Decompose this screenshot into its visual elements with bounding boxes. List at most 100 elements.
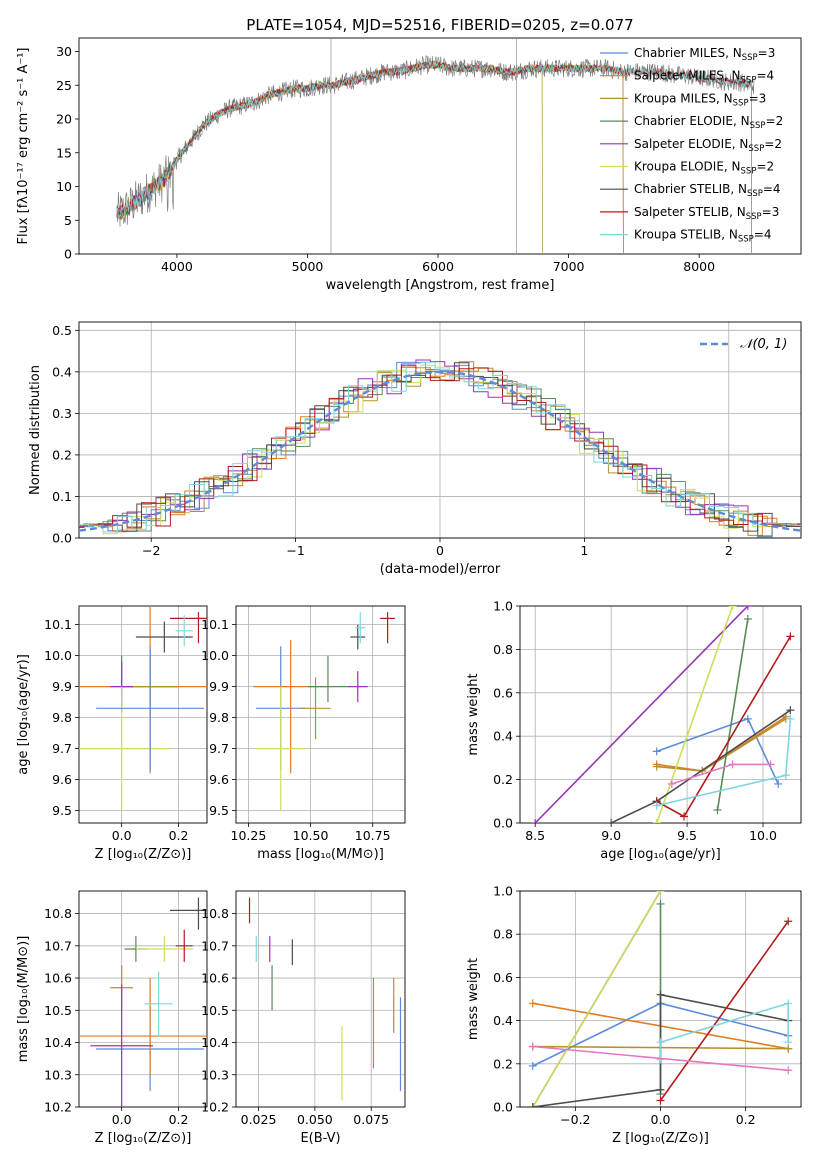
weight-vs-age-lines: [531, 606, 795, 823]
x-tick-label: 0.075: [353, 1112, 389, 1127]
legend-entry: Kroupa STELIB, NSSP=4: [634, 228, 772, 245]
x-tick-label: 8.5: [525, 828, 545, 843]
y-tick-label: 10.3: [201, 1067, 229, 1082]
error-point: [175, 929, 193, 962]
y-tick-label: 10.8: [44, 906, 72, 921]
legend-entry: Salpeter MILES, NSSP=4: [634, 69, 774, 86]
weight-marker: [528, 999, 537, 1008]
weight-marker: [652, 762, 661, 771]
weight-marker: [781, 771, 790, 780]
legend-entry: Kroupa MILES, NSSP=3: [634, 91, 766, 108]
y-tick-label: 10.4: [201, 1035, 229, 1050]
mass-vs-ebv-axes: 0.025 0.050 0.075 10.2 10.3 10.4 10.5 10.6 10.7 1…: [201, 890, 406, 1146]
weight-line-6: [532, 891, 662, 1107]
y-tick-label: 10.2: [44, 1100, 72, 1115]
error-point: [144, 971, 173, 1037]
age-vs-Z-axes: 0.0 0.2 9.5 9.6 9.7 9.8 9.9 10.0 10.1 Z [log₁₀(Z/…: [16, 605, 208, 862]
weight-marker: [713, 805, 722, 814]
x-tick-label: 0.2: [169, 828, 189, 843]
x-tick-label: −2: [142, 543, 160, 558]
weight-marker: [728, 606, 737, 610]
chart-title: PLATE=1054, MJD=52516, FIBERID=0205, z=0…: [246, 16, 633, 34]
weight-line-9: [659, 1002, 789, 1060]
residuals-axes: −2 −1 0 1 2 0.0 0.1 0.2 0.3 0.4 0.5 (data-model)/er…: [28, 321, 802, 577]
x-tick-label: 9.0: [601, 828, 621, 843]
x-tick-label: 0.0: [651, 1112, 671, 1127]
y-tick-label: 1.0: [493, 599, 513, 614]
weight-marker: [656, 899, 665, 908]
error-point: [135, 936, 193, 962]
weight-marker: [656, 1055, 665, 1064]
legend-entry: Chabrier ELODIE, NSSP=2: [634, 114, 783, 131]
weight-line-8: [659, 920, 789, 1101]
y-tick-label: 0.2: [52, 447, 72, 462]
x-tick-label: 5000: [292, 259, 324, 274]
spectrum-lines: [116, 38, 755, 254]
legend-entry: Chabrier STELIB, NSSP=4: [634, 182, 781, 199]
weight-marker: [652, 819, 661, 823]
weight-line-5: [534, 606, 749, 823]
y-tick-label: 0.0: [493, 1100, 513, 1115]
x-tick-label: 4000: [161, 259, 193, 274]
weight-marker: [656, 1096, 665, 1105]
weight-marker: [743, 714, 752, 723]
error-point: [175, 615, 193, 647]
error-point: [170, 897, 207, 930]
error-point: [300, 677, 331, 740]
spectrum-legend: Chabrier MILES, NSSP=3 Salpeter MILES, NS…: [600, 46, 783, 245]
legend-entry: Kroupa ELODIE, NSSP=2: [634, 160, 774, 177]
histogram-6: [79, 364, 801, 535]
axes-frame: [78, 37, 802, 255]
x-tick-label: 10.25: [231, 828, 267, 843]
x-tick-label: 7000: [553, 259, 585, 274]
model-spectrum-1: [116, 60, 624, 254]
y-tick-label: 0.2: [493, 772, 513, 787]
error-point: [79, 686, 171, 811]
x-tick-label: −1: [286, 543, 304, 558]
x-tick-label: 0.025: [241, 1112, 277, 1127]
y-tick-label: 10.3: [44, 1067, 72, 1082]
weight-marker: [766, 760, 775, 769]
weight-marker: [656, 1038, 665, 1047]
y-axis-label: Normed distribution: [28, 365, 43, 495]
weight-marker: [531, 819, 540, 823]
y-tick-label: 0.5: [52, 323, 72, 338]
y-tick-label: 0.8: [493, 927, 513, 942]
weight-line-7: [610, 709, 791, 823]
gaussian-reference: [79, 370, 801, 532]
y-tick-label: 9.6: [209, 772, 229, 787]
weight-line-4: [716, 618, 749, 811]
y-tick-label: 10.1: [44, 617, 72, 632]
weight-marker: [607, 819, 616, 823]
y-tick-label: 9.8: [209, 710, 229, 725]
x-tick-label: 2: [725, 543, 733, 558]
x-tick-label: 9.5: [677, 828, 697, 843]
y-tick-label: 30: [56, 44, 72, 59]
weight-marker: [743, 606, 752, 610]
histograms: [79, 359, 801, 538]
age-vs-Z-points: [79, 606, 207, 811]
model-spectrum-9: [116, 61, 752, 254]
y-tick-label: 0.1: [52, 489, 72, 504]
y-tick-label: 10.5: [201, 1003, 229, 1018]
weight-marker: [786, 632, 795, 641]
y-tick-label: 10.0: [201, 648, 229, 663]
weight-marker: [743, 615, 752, 624]
weight-marker: [667, 779, 676, 788]
y-tick-label: 9.7: [209, 741, 229, 756]
error-point: [355, 612, 366, 644]
legend-entry: Salpeter STELIB, NSSP=3: [634, 205, 779, 222]
y-tick-label: 10.7: [201, 938, 229, 953]
x-axis-label: (data-model)/error: [380, 562, 501, 577]
error-point: [350, 624, 366, 650]
weight-line-6: [655, 606, 734, 823]
y-tick-label: 20: [56, 112, 72, 127]
error-point: [96, 646, 205, 771]
y-tick-label: 0.3: [52, 406, 72, 421]
y-tick-label: 0.2: [493, 1056, 513, 1071]
mass-vs-ebv-points: [248, 897, 402, 1101]
x-axis-label: mass [log₁₀(M/M⊙)]: [257, 847, 384, 862]
age-vs-mass-points: [253, 612, 396, 811]
age-vs-mass-axes: 10.25 10.50 10.75 9.5 9.6 9.7 9.8 9.9 10.0 10.1 ma…: [201, 605, 406, 862]
y-tick-label: 10.6: [44, 971, 72, 986]
